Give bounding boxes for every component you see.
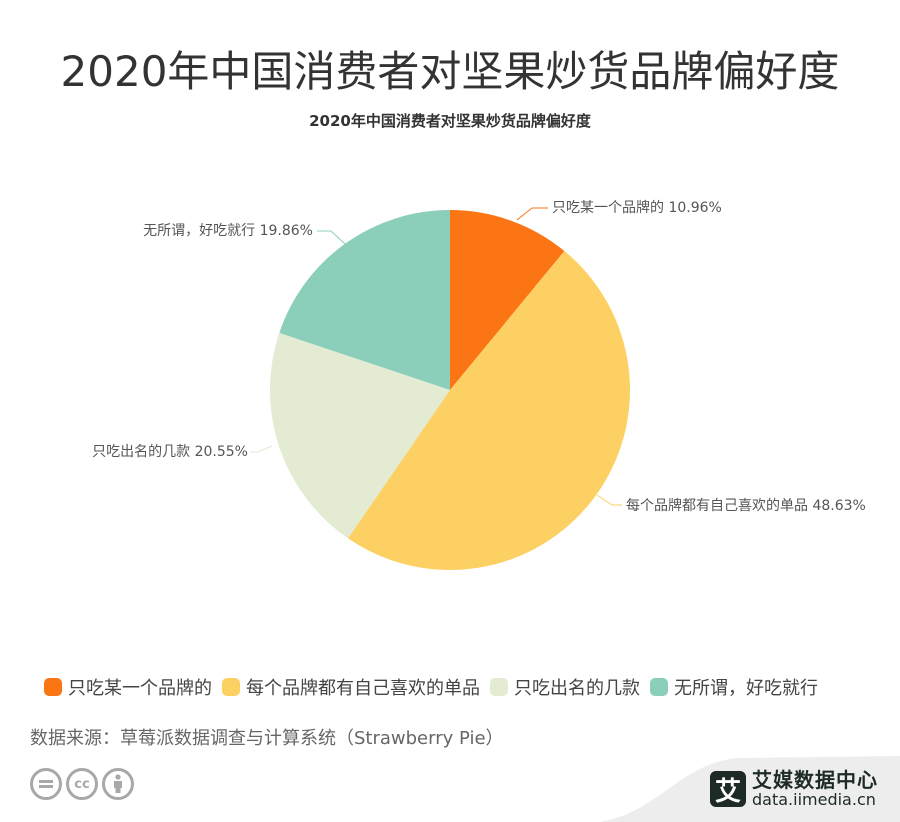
leader-line — [317, 230, 346, 245]
leader-line — [596, 494, 622, 506]
brand-url: data.iimedia.cn — [752, 790, 876, 809]
legend-label: 无所谓，好吃就行 — [674, 678, 818, 699]
legend-swatch-icon — [650, 678, 668, 696]
brand: 艾 艾媒数据中心 data.iimedia.cn — [710, 770, 878, 808]
person-icon — [102, 768, 134, 800]
legend-label: 只吃某一个品牌的 — [68, 678, 212, 699]
pie-slice[interactable] — [279, 210, 450, 390]
leader-line — [250, 445, 273, 453]
page-title: 2020年中国消费者对坚果炒货品牌偏好度 — [60, 47, 840, 96]
data-label: 每个品牌都有自己喜欢的单品 48.63% — [626, 497, 866, 514]
equals-icon — [30, 768, 62, 800]
data-label: 只吃某一个品牌的 10.96% — [552, 199, 722, 216]
data-label: 无所谓，好吃就行 19.86% — [143, 223, 313, 239]
data-label: 只吃出名的几款 20.55% — [92, 444, 248, 460]
pie-slice[interactable] — [450, 210, 565, 390]
legend-item[interactable]: 无所谓，好吃就行 — [650, 674, 818, 700]
legend-item[interactable]: 只吃出名的几款 — [490, 674, 640, 700]
legend-swatch-icon — [222, 678, 240, 696]
legend-item[interactable]: 只吃某一个品牌的 — [44, 674, 212, 700]
legend: 只吃某一个品牌的 每个品牌都有自己喜欢的单品 只吃出名的几款 无所谓，好吃就行 — [44, 674, 828, 700]
cc-icon: cc — [66, 768, 98, 800]
brand-name: 艾媒数据中心 — [752, 768, 878, 792]
chart-subtitle: 2020年中国消费者对坚果炒货品牌偏好度 — [309, 112, 591, 130]
data-source: 数据来源：草莓派数据调查与计算系统（Strawberry Pie） — [30, 728, 504, 749]
pie-chart: 只吃某一个品牌的 10.96% 每个品牌都有自己喜欢的单品 48.63% 只吃出名的… — [92, 199, 866, 571]
legend-label: 每个品牌都有自己喜欢的单品 — [246, 678, 480, 699]
license-icons: cc — [30, 768, 138, 800]
brand-logo-icon: 艾 — [710, 771, 746, 807]
legend-swatch-icon — [490, 678, 508, 696]
legend-item[interactable]: 每个品牌都有自己喜欢的单品 — [222, 674, 480, 700]
pie-slice[interactable] — [269, 332, 450, 539]
brand-band — [600, 756, 900, 822]
pie-slice[interactable] — [347, 251, 631, 571]
legend-swatch-icon — [44, 678, 62, 696]
legend-label: 只吃出名的几款 — [514, 678, 640, 699]
leader-line — [516, 207, 548, 221]
